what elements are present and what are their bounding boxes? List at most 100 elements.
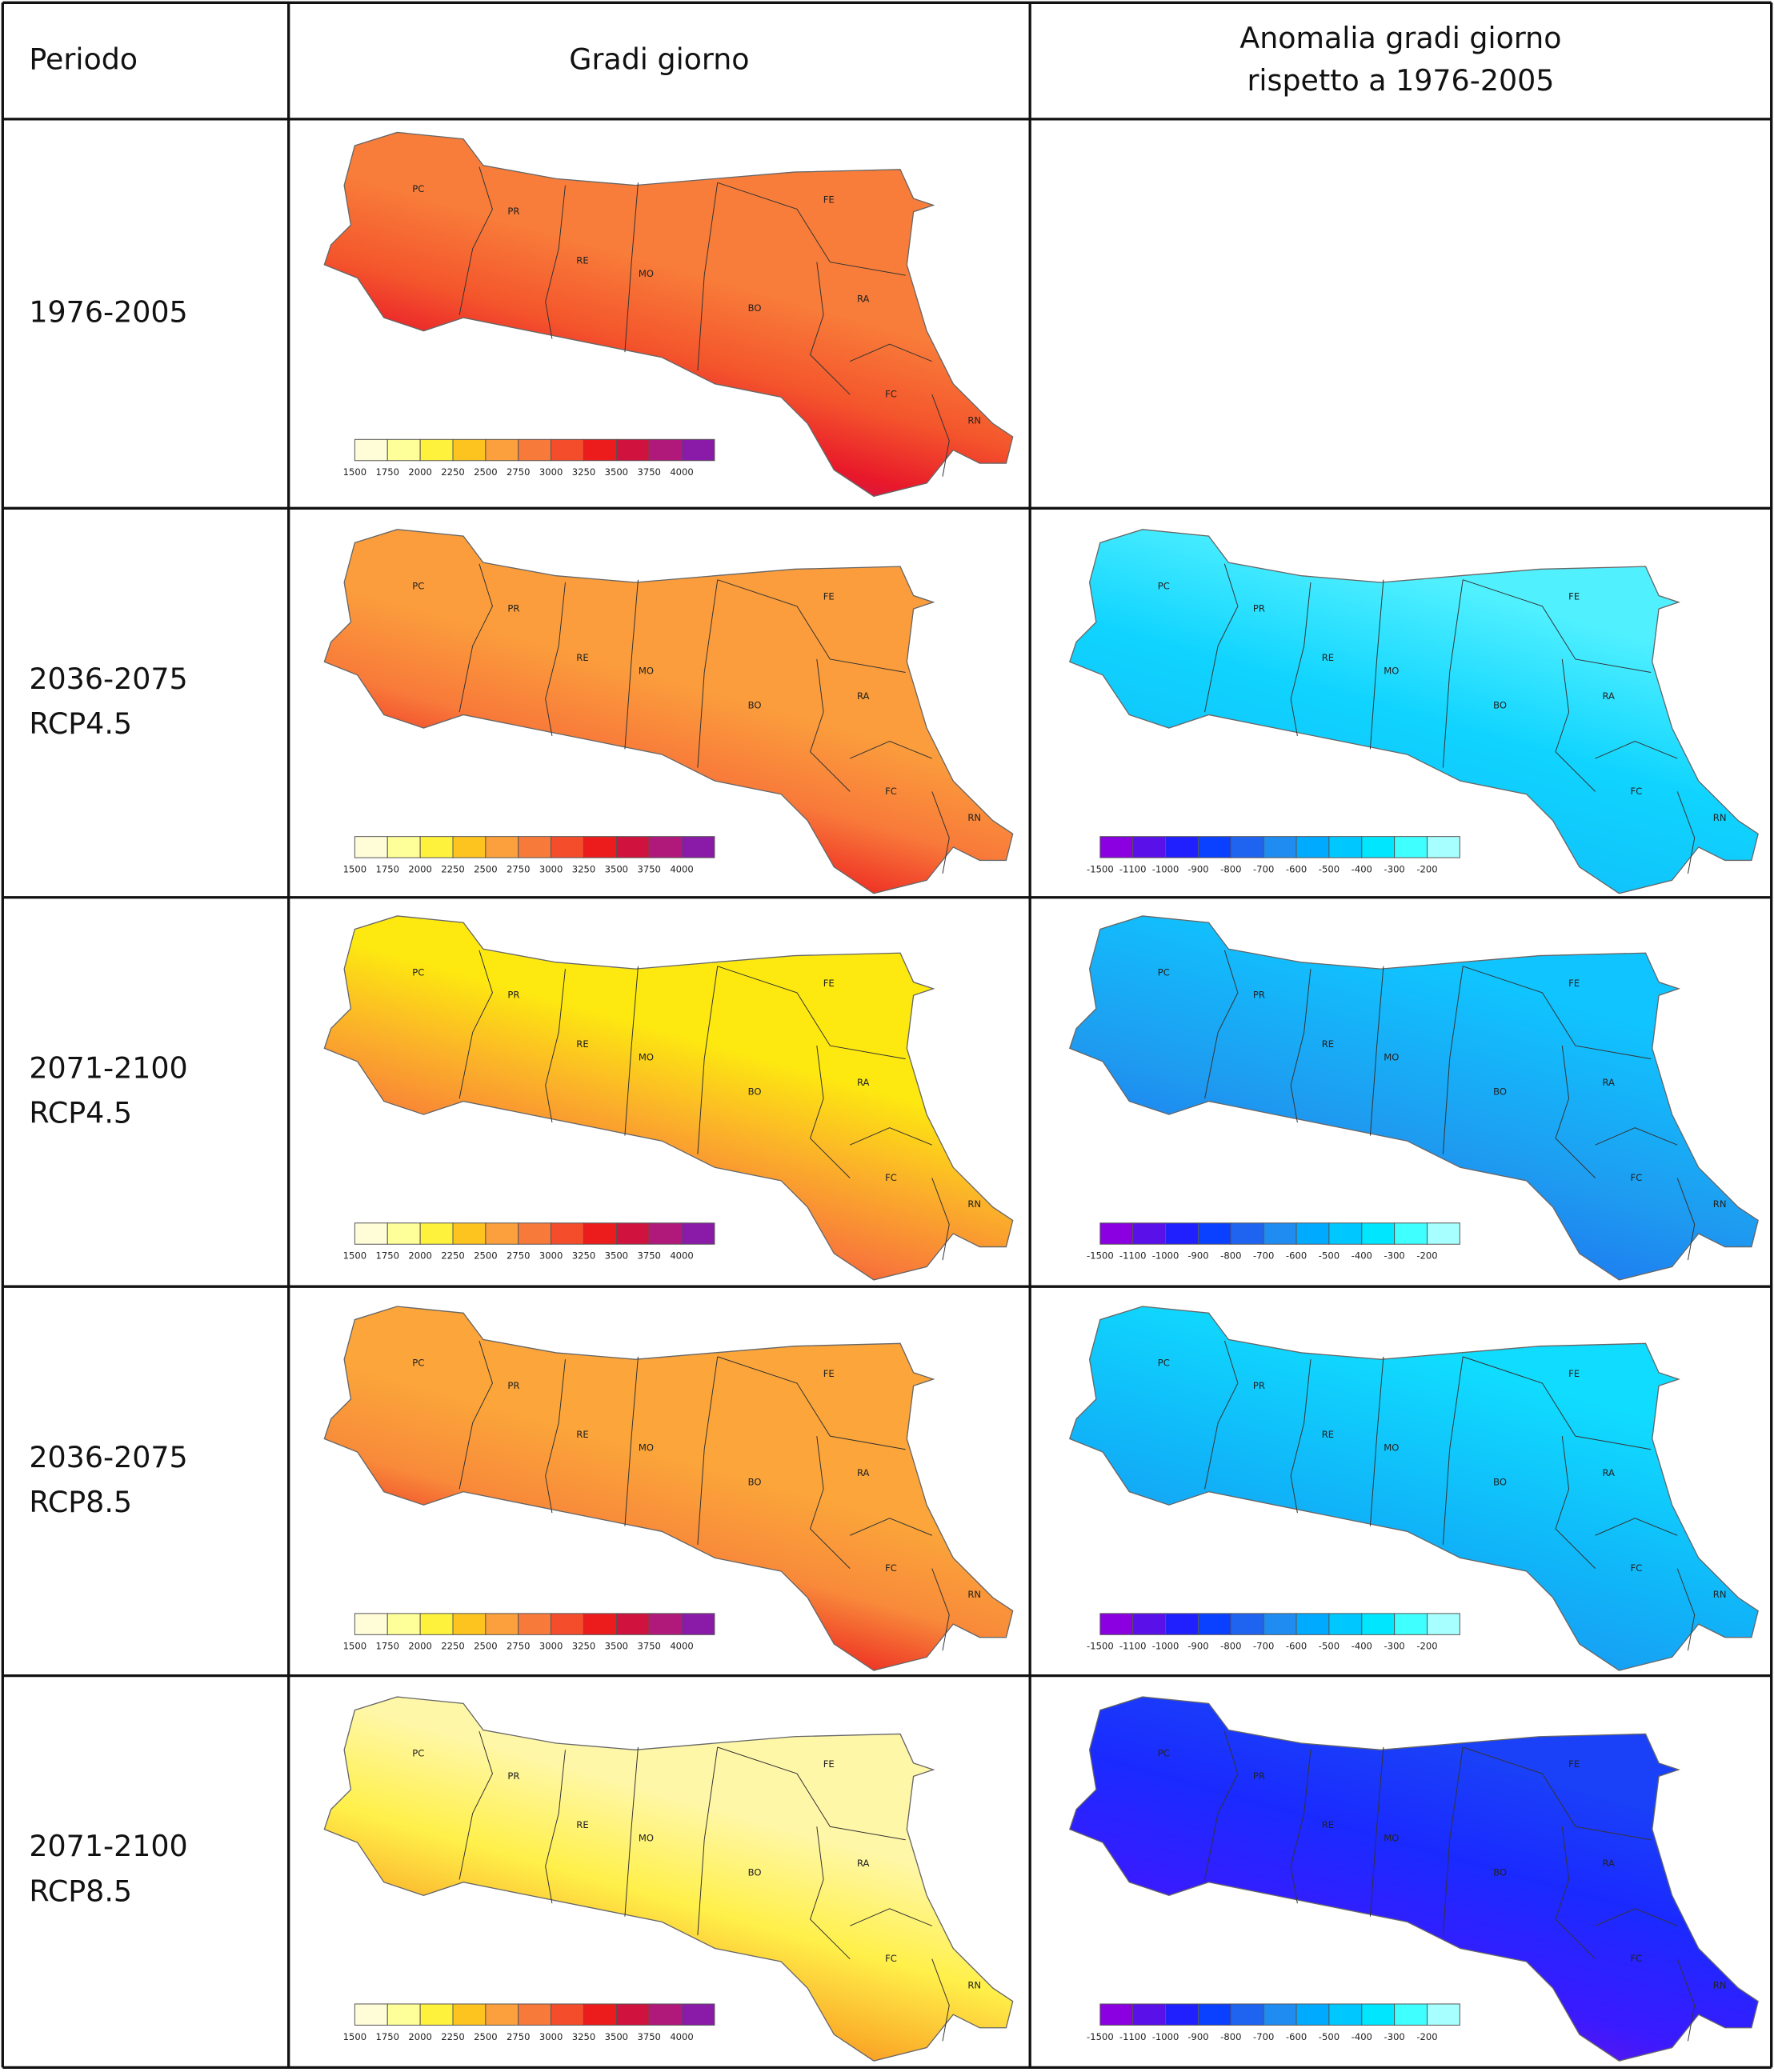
legend-swatch (1165, 2003, 1199, 2026)
province-border (545, 1750, 566, 1904)
header-cell: Periodo (29, 42, 138, 77)
province-border (697, 182, 719, 371)
province-label: BO (748, 1477, 762, 1488)
map: PC PR RE MO BO FE RA FC RN -1500 -1100 -1000 -900 -80… (1068, 1306, 1759, 1671)
legend-label: -1500 (1087, 864, 1114, 875)
province-label: BO (1493, 1867, 1507, 1878)
period-label: 2071-2100 (29, 1829, 187, 1863)
legend-label: 2000 (408, 864, 431, 875)
legend-swatch (1328, 2003, 1363, 2026)
province-label: RN (1713, 1589, 1727, 1600)
legend-label: -1100 (1119, 1641, 1147, 1652)
legend-swatch (615, 2003, 650, 2026)
province-border (717, 966, 906, 1060)
legend-label: -700 (1253, 1250, 1274, 1262)
region-shape (323, 1306, 1014, 1671)
legend-swatch (354, 836, 388, 858)
legend-label: -1000 (1152, 1641, 1179, 1652)
legend-label: -900 (1187, 1250, 1208, 1262)
legend-label: -600 (1286, 1250, 1307, 1262)
province-border (1290, 1750, 1311, 1904)
legend-swatch (485, 1613, 519, 1635)
province-label: PR (507, 206, 519, 217)
legend-swatch (1263, 2003, 1297, 2026)
legend-label: -1100 (1119, 864, 1147, 875)
region-shape (1068, 1696, 1759, 2062)
province-label: BO (1493, 699, 1507, 710)
legend-label: -900 (1187, 1641, 1208, 1652)
province-border (1442, 966, 1464, 1154)
region-shape (1068, 529, 1759, 894)
legend-swatch (452, 2003, 487, 2026)
legend-label: -700 (1253, 864, 1274, 875)
legend-swatch (615, 438, 650, 462)
legend-label: -300 (1384, 2031, 1405, 2042)
legend-swatch (1361, 2003, 1396, 2026)
province-border (459, 563, 493, 713)
province-border (624, 182, 639, 353)
province-label: BO (748, 1086, 762, 1097)
legend-swatch (1132, 2003, 1167, 2026)
legend-swatch (1361, 1222, 1396, 1245)
legend-swatch (354, 2003, 388, 2026)
province-label: FC (885, 1172, 897, 1183)
map: PC PR RE MO BO FE RA FC RN -1500 -1100 -1000 -900 -80… (1068, 915, 1759, 1281)
legend-swatch (485, 1222, 519, 1245)
province-label: MO (1384, 665, 1399, 676)
legend-swatch (1263, 836, 1297, 858)
legend-label: 2250 (441, 466, 464, 478)
legend-swatch (1295, 836, 1330, 858)
legend-label: 2500 (474, 1250, 497, 1262)
legend-swatch (1394, 1222, 1428, 1245)
legend-label: -800 (1220, 864, 1241, 875)
province-label: MO (639, 1442, 654, 1454)
province-label: RA (1602, 1077, 1615, 1088)
legend-swatch (1295, 1222, 1330, 1245)
province-label: PR (1253, 603, 1265, 614)
province-border (624, 1356, 639, 1526)
legend-swatch (1295, 1613, 1330, 1635)
province-border (1555, 1436, 1596, 1569)
legend-label: 1750 (376, 466, 399, 478)
legend-label: -400 (1352, 864, 1372, 875)
province-label: RN (1713, 1979, 1727, 1990)
province-border (1369, 1356, 1384, 1526)
legend-swatch (419, 438, 454, 462)
province-label: MO (639, 1833, 654, 1844)
legend-label: -200 (1416, 2031, 1437, 2042)
legend-swatch (583, 1613, 617, 1635)
period-label: RCP8.5 (29, 1485, 132, 1519)
legend-label: -800 (1220, 2031, 1241, 2042)
legend-label: -900 (1187, 864, 1208, 875)
legend-swatch (1197, 836, 1231, 858)
period-label: 2071-2100 (29, 1050, 187, 1085)
province-border (545, 1359, 566, 1514)
province-label: PC (1158, 580, 1170, 591)
legend-swatch (1427, 1613, 1460, 1635)
province-border (697, 1356, 719, 1545)
legend-swatch (648, 438, 683, 462)
legend-swatch (354, 1613, 388, 1635)
province-label: BO (1493, 1086, 1507, 1097)
period-label: RCP8.5 (29, 1874, 132, 1908)
province-border (1676, 1568, 1696, 1651)
legend-swatch (1099, 2003, 1134, 2026)
legend-swatch (583, 438, 617, 462)
province-label: BO (748, 1867, 762, 1878)
legend-label: -700 (1253, 2031, 1274, 2042)
legend-swatch (681, 2003, 715, 2026)
province-label: FC (1631, 1172, 1643, 1183)
province-border (1369, 579, 1384, 750)
province-border (809, 1826, 851, 1960)
province-label: RA (857, 1077, 870, 1088)
province-label: FC (1631, 786, 1643, 797)
legend-swatch (681, 836, 715, 858)
legend-swatch (419, 1613, 454, 1635)
legend-swatch (419, 836, 454, 858)
province-label: MO (1384, 1833, 1399, 1844)
legend-swatch (615, 1222, 650, 1245)
province-border (459, 166, 493, 315)
province-label: FE (823, 1368, 835, 1379)
legend-label: -500 (1319, 2031, 1340, 2042)
province-label: RA (857, 1467, 870, 1478)
